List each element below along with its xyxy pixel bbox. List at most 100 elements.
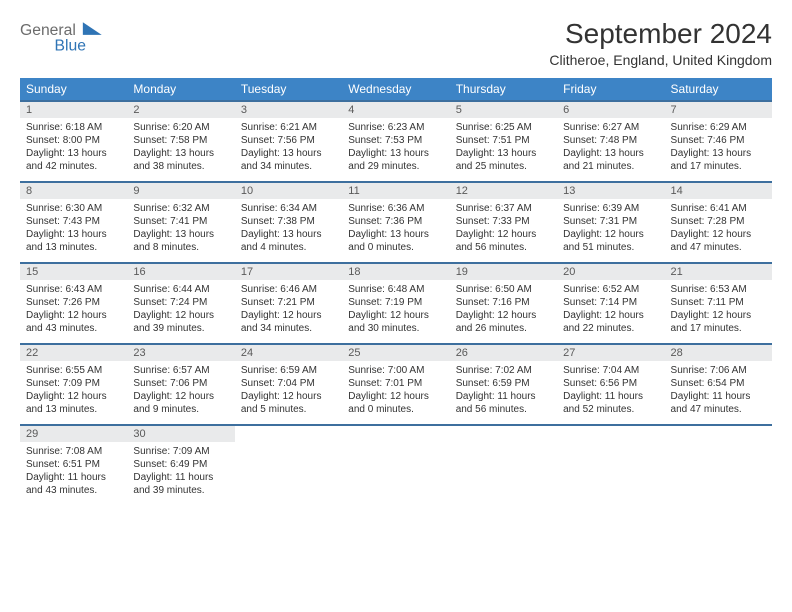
day-body: Sunrise: 7:00 AMSunset: 7:01 PMDaylight:…	[342, 361, 449, 424]
day-body: Sunrise: 6:57 AMSunset: 7:06 PMDaylight:…	[127, 361, 234, 424]
calendar-cell	[557, 425, 664, 505]
sunrise-line: Sunrise: 6:32 AM	[133, 202, 228, 215]
col-sunday: Sunday	[20, 78, 127, 101]
daylight-line: Daylight: 13 hours and 42 minutes.	[26, 147, 121, 173]
calendar-cell: 21Sunrise: 6:53 AMSunset: 7:11 PMDayligh…	[665, 263, 772, 344]
daylight-line: Daylight: 12 hours and 30 minutes.	[348, 309, 443, 335]
sunrise-line: Sunrise: 6:27 AM	[563, 121, 658, 134]
sunset-line: Sunset: 7:28 PM	[671, 215, 766, 228]
calendar-cell: 10Sunrise: 6:34 AMSunset: 7:38 PMDayligh…	[235, 182, 342, 263]
calendar-cell: 17Sunrise: 6:46 AMSunset: 7:21 PMDayligh…	[235, 263, 342, 344]
calendar-cell: 13 Sunrise: 6:39 AMSunset: 7:31 PMDayligh…	[557, 182, 664, 263]
day-body: Sunrise: 6:30 AMSunset: 7:43 PMDaylight:…	[20, 199, 127, 262]
sunrise-line: Sunrise: 7:02 AM	[456, 364, 551, 377]
calendar-cell: 7Sunrise: 6:29 AMSunset: 7:46 PMDaylight…	[665, 101, 772, 182]
day-number: 10	[235, 183, 342, 199]
month-title: September 2024	[549, 18, 772, 50]
day-body: Sunrise: 6:34 AMSunset: 7:38 PMDaylight:…	[235, 199, 342, 262]
day-number: 25	[342, 345, 449, 361]
sunrise-line: Sunrise: 7:06 AM	[671, 364, 766, 377]
calendar-cell: 19Sunrise: 6:50 AMSunset: 7:16 PMDayligh…	[450, 263, 557, 344]
daylight-line: Daylight: 12 hours and 51 minutes.	[563, 228, 658, 254]
day-number: 27	[557, 345, 664, 361]
col-tuesday: Tuesday	[235, 78, 342, 101]
daylight-line: Daylight: 12 hours and 26 minutes.	[456, 309, 551, 335]
calendar-cell	[235, 425, 342, 505]
day-number: 6	[557, 102, 664, 118]
sunset-line: Sunset: 7:31 PM	[563, 215, 658, 228]
day-number: 29	[20, 426, 127, 442]
calendar-cell	[450, 425, 557, 505]
day-number: 14	[665, 183, 772, 199]
calendar-cell: 26Sunrise: 7:02 AMSunset: 6:59 PMDayligh…	[450, 344, 557, 425]
daylight-line: Daylight: 12 hours and 17 minutes.	[671, 309, 766, 335]
calendar-cell: 20Sunrise: 6:52 AMSunset: 7:14 PMDayligh…	[557, 263, 664, 344]
day-number: 28	[665, 345, 772, 361]
col-friday: Friday	[557, 78, 664, 101]
sunset-line: Sunset: 6:51 PM	[26, 458, 121, 471]
calendar-cell: 29 Sunrise: 7:08 AMSunset: 6:51 PMDayligh…	[20, 425, 127, 505]
calendar-cell	[665, 425, 772, 505]
sunrise-line: Sunrise: 6:37 AM	[456, 202, 551, 215]
calendar-cell: 18Sunrise: 6:48 AMSunset: 7:19 PMDayligh…	[342, 263, 449, 344]
calendar-cell: 1Sunrise: 6:18 AMSunset: 8:00 PMDaylight…	[20, 101, 127, 182]
calendar-week-row: 8Sunrise: 6:30 AMSunset: 7:43 PMDaylight…	[20, 182, 772, 263]
sunrise-line: Sunrise: 6:34 AM	[241, 202, 336, 215]
day-number: 18	[342, 264, 449, 280]
sunset-line: Sunset: 7:09 PM	[26, 377, 121, 390]
calendar-cell: 4Sunrise: 6:23 AMSunset: 7:53 PMDaylight…	[342, 101, 449, 182]
daylight-line: Daylight: 13 hours and 21 minutes.	[563, 147, 658, 173]
calendar-header-row: Sunday Monday Tuesday Wednesday Thursday…	[20, 78, 772, 101]
col-monday: Monday	[127, 78, 234, 101]
daylight-line: Daylight: 11 hours and 39 minutes.	[133, 471, 228, 497]
day-body: Sunrise: 6:48 AMSunset: 7:19 PMDaylight:…	[342, 280, 449, 343]
sunrise-line: Sunrise: 6:20 AM	[133, 121, 228, 134]
sunset-line: Sunset: 7:36 PM	[348, 215, 443, 228]
sunrise-line: Sunrise: 6:30 AM	[26, 202, 121, 215]
daylight-line: Daylight: 11 hours and 43 minutes.	[26, 471, 121, 497]
sunrise-line: Sunrise: 6:29 AM	[671, 121, 766, 134]
day-body: Sunrise: 6:20 AMSunset: 7:58 PMDaylight:…	[127, 118, 234, 181]
logo: General Blue	[20, 18, 130, 58]
sunrise-line: Sunrise: 6:25 AM	[456, 121, 551, 134]
sunset-line: Sunset: 7:19 PM	[348, 296, 443, 309]
calendar-cell: 24Sunrise: 6:59 AMSunset: 7:04 PMDayligh…	[235, 344, 342, 425]
day-body: Sunrise: 6:44 AMSunset: 7:24 PMDaylight:…	[127, 280, 234, 343]
daylight-line: Daylight: 13 hours and 13 minutes.	[26, 228, 121, 254]
sunrise-line: Sunrise: 6:36 AM	[348, 202, 443, 215]
calendar-week-row: 29Sunrise: 7:08 AMSunset: 6:51 PMDayligh…	[20, 425, 772, 505]
daylight-line: Daylight: 12 hours and 34 minutes.	[241, 309, 336, 335]
day-body: Sunrise: 6:21 AMSunset: 7:56 PMDaylight:…	[235, 118, 342, 181]
sunset-line: Sunset: 8:00 PM	[26, 134, 121, 147]
sunset-line: Sunset: 7:43 PM	[26, 215, 121, 228]
title-block: September 2024 Clitheroe, England, Unite…	[549, 18, 772, 68]
day-body: Sunrise: 6:36 AMSunset: 7:36 PMDaylight:…	[342, 199, 449, 262]
calendar-cell: 11Sunrise: 6:36 AMSunset: 7:36 PMDayligh…	[342, 182, 449, 263]
day-body: Sunrise: 6:23 AMSunset: 7:53 PMDaylight:…	[342, 118, 449, 181]
sunset-line: Sunset: 6:49 PM	[133, 458, 228, 471]
sunrise-line: Sunrise: 6:46 AM	[241, 283, 336, 296]
calendar-cell: 5Sunrise: 6:25 AMSunset: 7:51 PMDaylight…	[450, 101, 557, 182]
calendar-table: Sunday Monday Tuesday Wednesday Thursday…	[20, 78, 772, 505]
daylight-line: Daylight: 12 hours and 13 minutes.	[26, 390, 121, 416]
sunrise-line: Sunrise: 6:23 AM	[348, 121, 443, 134]
sunset-line: Sunset: 7:04 PM	[241, 377, 336, 390]
sunrise-line: Sunrise: 6:44 AM	[133, 283, 228, 296]
day-number: 30	[127, 426, 234, 442]
sunset-line: Sunset: 7:26 PM	[26, 296, 121, 309]
calendar-week-row: 1Sunrise: 6:18 AMSunset: 8:00 PMDaylight…	[20, 101, 772, 182]
daylight-line: Daylight: 12 hours and 0 minutes.	[348, 390, 443, 416]
day-number: 4	[342, 102, 449, 118]
day-number: 13	[557, 183, 664, 199]
sunrise-line: Sunrise: 6:39 AM	[563, 202, 658, 215]
sunrise-line: Sunrise: 7:08 AM	[26, 445, 121, 458]
day-number: 20	[557, 264, 664, 280]
daylight-line: Daylight: 12 hours and 56 minutes.	[456, 228, 551, 254]
day-body: Sunrise: 6:50 AMSunset: 7:16 PMDaylight:…	[450, 280, 557, 343]
sunrise-line: Sunrise: 6:57 AM	[133, 364, 228, 377]
day-body: Sunrise: 6:52 AMSunset: 7:14 PMDaylight:…	[557, 280, 664, 343]
sunrise-line: Sunrise: 6:48 AM	[348, 283, 443, 296]
daylight-line: Daylight: 11 hours and 47 minutes.	[671, 390, 766, 416]
day-body: Sunrise: 6:37 AMSunset: 7:33 PMDaylight:…	[450, 199, 557, 262]
day-number: 26	[450, 345, 557, 361]
